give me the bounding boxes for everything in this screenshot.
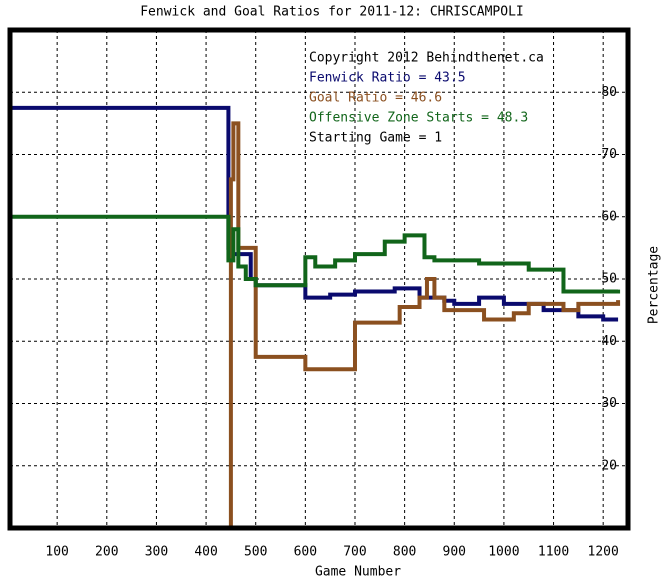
annotation: Copyright 2012 Behindthenet.ca: [309, 51, 544, 66]
plot-frame: [7, 27, 631, 531]
y-tick-label: 40: [601, 334, 617, 349]
y-axis-label: Percentage: [647, 246, 662, 324]
legend-entry: Goal Ratio = 46.6: [309, 91, 442, 106]
x-tick-label: 1000: [488, 545, 519, 560]
x-tick-label: 400: [194, 545, 217, 560]
plot-lines: [10, 105, 621, 528]
y-tick-label: 20: [601, 458, 617, 473]
x-tick-label: 200: [95, 545, 118, 560]
legend-entry: Offensive Zone Starts = 48.3: [309, 111, 528, 126]
x-tick-label: 300: [145, 545, 168, 560]
y-tick-label: 60: [601, 209, 617, 224]
x-tick-label: 600: [294, 545, 317, 560]
y-tick-label: 80: [601, 85, 617, 100]
x-tick-label: 500: [244, 545, 267, 560]
legend-entry: Fenwick Ratio = 43.5: [309, 71, 466, 86]
x-tick-label: 1100: [538, 545, 569, 560]
grid: [10, 30, 628, 528]
y-tick-label: 70: [601, 147, 617, 162]
y-tick-label: 50: [601, 272, 617, 287]
x-axis-label: Game Number: [315, 565, 401, 580]
y-tick-label: 30: [601, 396, 617, 411]
x-tick-label: 800: [393, 545, 416, 560]
labels: 100 200 300 400 500 600 700 800 900 1000 1100 1200 2…: [45, 51, 618, 560]
x-tick-label: 700: [343, 545, 366, 560]
data-line: [10, 214, 621, 294]
x-tick-label: 1200: [588, 545, 619, 560]
x-tick-label: 900: [443, 545, 466, 560]
data-line: [228, 121, 621, 528]
x-tick-label: 100: [45, 545, 68, 560]
annotation: Starting Game = 1: [309, 131, 442, 146]
chart-title: Fenwick and Goal Ratios for 2011-12: CHR…: [140, 5, 524, 20]
